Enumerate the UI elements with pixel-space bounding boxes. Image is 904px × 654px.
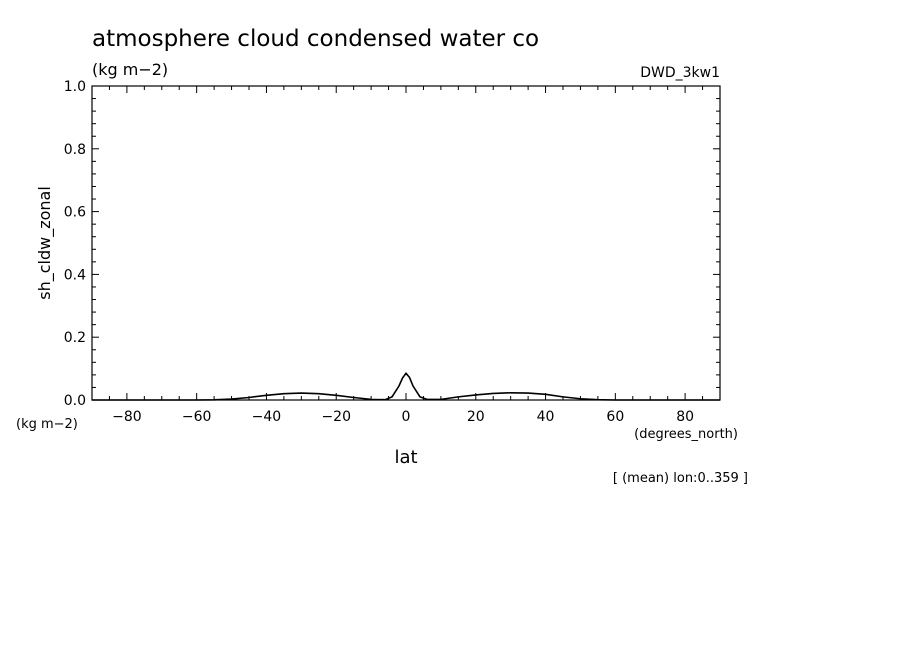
averaging-note: [ (mean) lon:0..359 ] bbox=[613, 471, 748, 486]
chart-subtitle-units: (kg m−2) bbox=[92, 60, 168, 79]
y-tick-label: 0.8 bbox=[64, 142, 86, 158]
chart-title: atmosphere cloud condensed water co bbox=[92, 26, 539, 52]
series-line bbox=[92, 372, 720, 401]
x-axis-units: (degrees_north) bbox=[634, 427, 738, 442]
x-tick-label: −60 bbox=[182, 409, 212, 425]
x-tick-label: 40 bbox=[537, 409, 555, 425]
y-axis-label: sh_cldw_zonal bbox=[35, 186, 55, 300]
x-tick-label: 20 bbox=[467, 409, 485, 425]
x-tick-label: −20 bbox=[321, 409, 351, 425]
x-axis-ticks: −80 −60 −40 −20 0 20 40 60 80 bbox=[91, 86, 721, 425]
y-tick-label: 0.0 bbox=[64, 393, 86, 409]
x-tick-label: 0 bbox=[402, 409, 411, 425]
y-axis-units: (kg m−2) bbox=[16, 417, 78, 432]
y-tick-label: 0.2 bbox=[64, 330, 86, 346]
plot-frame bbox=[91, 85, 721, 401]
y-tick-label: 1.0 bbox=[64, 79, 86, 95]
y-tick-label: 0.4 bbox=[64, 267, 86, 283]
y-axis-ticks: 0.0 0.2 0.4 0.6 0.8 1.0 bbox=[64, 79, 720, 409]
model-label: DWD_3kw1 bbox=[640, 65, 720, 81]
x-tick-label: 60 bbox=[606, 409, 624, 425]
x-tick-label: −80 bbox=[112, 409, 142, 425]
x-axis-label: lat bbox=[394, 447, 417, 468]
y-tick-label: 0.6 bbox=[64, 205, 86, 221]
x-tick-label: −40 bbox=[252, 409, 282, 425]
x-tick-label: 80 bbox=[676, 409, 694, 425]
